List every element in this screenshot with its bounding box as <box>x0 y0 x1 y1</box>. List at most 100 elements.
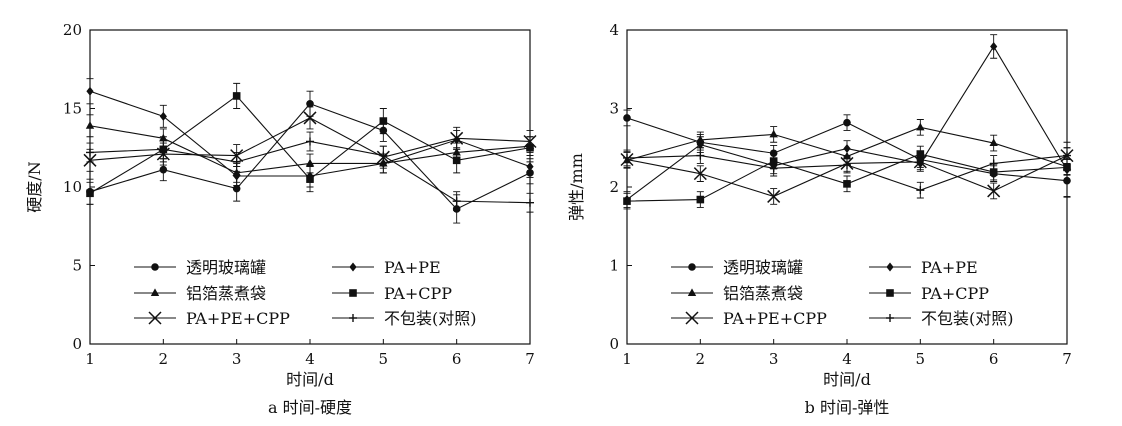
legend-marker <box>349 289 357 297</box>
x-tick-label: 5 <box>916 350 926 368</box>
legend-marker <box>349 314 357 322</box>
x-axis-label: 时间/d <box>823 370 871 389</box>
legend-label: 透明玻璃罐 <box>186 258 266 277</box>
x-tick-label: 3 <box>232 350 242 368</box>
legend-label: PA+PE+CPP <box>723 309 827 328</box>
y-axis-label: 弹性/mm <box>567 153 586 221</box>
data-point <box>990 41 998 51</box>
legend: 透明玻璃罐 PA+PE 铝箔蒸煮袋 PA+CPP PA+PE+CPP 不包装(对照) <box>671 258 1014 328</box>
x-tick-label: 4 <box>842 350 852 368</box>
legend-marker <box>687 288 697 296</box>
legend-item: 透明玻璃罐 <box>671 258 803 277</box>
data-point <box>306 137 314 146</box>
data-point <box>306 175 314 183</box>
data-point <box>767 189 781 203</box>
x-tick-label: 7 <box>1062 350 1072 368</box>
legend-item: PA+CPP <box>332 284 452 303</box>
chart-caption: b 时间-弹性 <box>805 398 890 417</box>
chart-panel-hardness: 硬度/N 时间/d a 时间-硬度 0 5 10 15 20 1 2 3 4 5 6 7 透明玻璃罐 PA… <box>25 21 537 417</box>
data-point <box>232 168 241 176</box>
data-point <box>1063 163 1071 172</box>
chart-caption: a 时间-硬度 <box>268 398 352 417</box>
legend-marker <box>886 262 894 272</box>
data-point <box>696 151 705 160</box>
data-point <box>696 195 705 204</box>
legend-item: PA+PE+CPP <box>134 309 290 328</box>
data-point <box>623 197 631 205</box>
data-point <box>913 155 927 169</box>
data-point <box>86 86 94 96</box>
x-tick-label: 6 <box>989 350 999 368</box>
data-point <box>526 198 534 207</box>
legend-item: 不包装(对照) <box>869 309 1014 328</box>
legend-item: 铝箔蒸煮袋 <box>671 284 803 303</box>
series-plus <box>86 131 534 213</box>
series-plus <box>623 147 1071 199</box>
x-axis-label: 时间/d <box>286 370 334 389</box>
x-tick-label: 4 <box>305 350 315 368</box>
y-tick-label: 5 <box>72 257 82 275</box>
data-point <box>769 164 778 173</box>
legend-label: PA+CPP <box>384 284 452 303</box>
data-point <box>987 184 1001 198</box>
y-axis-label: 硬度/N <box>25 161 44 212</box>
y-tick-label: 10 <box>63 178 82 196</box>
legend-marker <box>349 262 357 272</box>
legend-label: 铝箔蒸煮袋 <box>186 284 266 303</box>
legend-marker <box>886 314 894 322</box>
series-square <box>623 145 1071 210</box>
data-point <box>159 165 168 174</box>
data-point <box>379 151 388 160</box>
data-point <box>989 159 998 168</box>
legend-marker <box>886 289 894 297</box>
x-tick-label: 1 <box>85 350 95 368</box>
x-tick-label: 2 <box>159 350 169 368</box>
legend-marker <box>150 288 160 296</box>
data-point <box>989 168 998 176</box>
data-point <box>232 184 241 193</box>
data-point <box>623 153 631 162</box>
data-point <box>159 145 168 154</box>
x-tick-label: 7 <box>525 350 535 368</box>
legend: 透明玻璃罐 PA+PE 铝箔蒸煮袋 PA+CPP PA+PE+CPP 不包装(对照) <box>134 258 477 328</box>
data-point <box>452 197 461 206</box>
x-tick-label: 2 <box>696 350 706 368</box>
data-point <box>379 117 388 125</box>
legend-item: PA+PE+CPP <box>671 309 827 328</box>
y-tick-label: 4 <box>609 21 619 39</box>
data-point <box>306 99 314 108</box>
legend-item: PA+PE <box>332 258 441 277</box>
data-point <box>623 114 631 122</box>
data-point <box>86 189 94 198</box>
legend-label: 铝箔蒸煮袋 <box>723 284 803 303</box>
y-tick-label: 3 <box>609 100 619 118</box>
y-tick-label: 20 <box>63 21 82 39</box>
data-point <box>693 167 707 181</box>
data-point <box>843 180 851 188</box>
data-point <box>696 135 705 143</box>
data-point <box>86 148 94 157</box>
data-point <box>1063 151 1071 160</box>
legend-marker <box>148 311 162 325</box>
legend-label: PA+CPP <box>921 284 989 303</box>
legend-label: PA+PE+CPP <box>186 309 290 328</box>
x-tick-label: 6 <box>452 350 462 368</box>
x-tick-label: 5 <box>379 350 389 368</box>
legend-item: PA+PE <box>869 258 978 277</box>
data-point <box>523 134 537 149</box>
x-tick-label: 3 <box>769 350 779 368</box>
y-tick-label: 0 <box>72 335 82 353</box>
legend-item: 铝箔蒸煮袋 <box>134 284 266 303</box>
data-point <box>303 111 317 125</box>
legend-marker <box>685 311 699 325</box>
y-tick-label: 15 <box>63 100 82 118</box>
data-point <box>305 158 315 167</box>
data-point <box>989 138 998 147</box>
legend-item: 不包装(对照) <box>332 309 477 328</box>
data-point <box>843 161 851 170</box>
data-point <box>916 186 925 195</box>
y-tick-label: 0 <box>609 335 619 353</box>
legend-label: 不包装(对照) <box>921 309 1014 328</box>
